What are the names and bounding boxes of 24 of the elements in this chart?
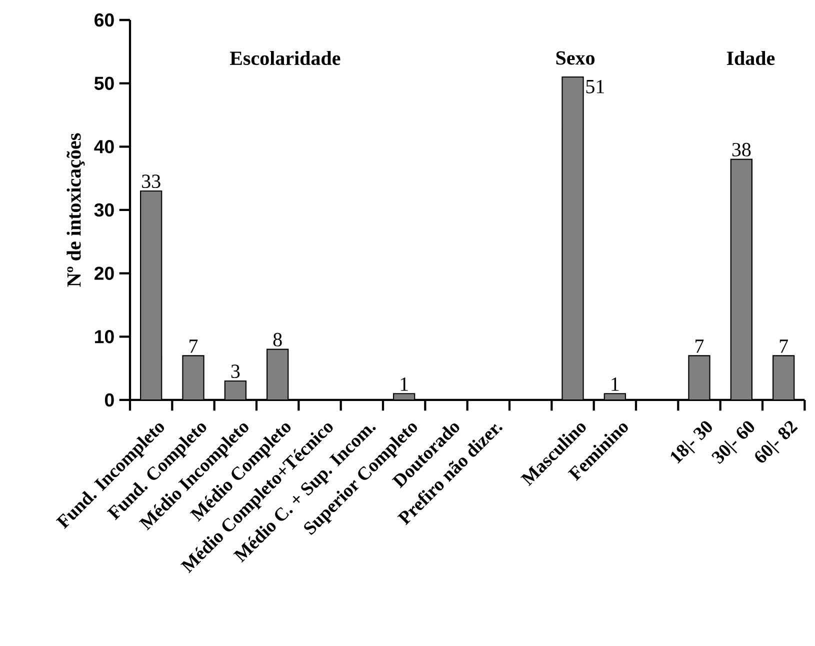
y-tick-label: 10 (95, 330, 114, 344)
data-label: 1 (612, 378, 619, 391)
y-tick-label: 30 (94, 203, 114, 217)
annotation: Sexo (556, 51, 595, 65)
data-label: 51 (586, 80, 604, 94)
data-label: 7 (780, 340, 788, 353)
data-label: 8 (273, 332, 282, 346)
y-tick-label: 20 (94, 266, 114, 280)
y-tick-label: 40 (94, 140, 114, 154)
data-label: 1 (400, 378, 408, 391)
data-label: 7 (190, 340, 198, 353)
x-tick-label: 30|- 60 (712, 421, 754, 464)
data-label: 3 (231, 364, 240, 378)
x-tick-label: 18|- 30 (670, 421, 712, 464)
data-label: 7 (696, 340, 704, 353)
y-tick-label: 50 (94, 76, 114, 90)
annotation: Idade (726, 50, 775, 66)
x-tick-label: 60|- 82 (755, 421, 798, 463)
data-label: 38 (732, 142, 751, 156)
data-label: 33 (142, 174, 160, 188)
y-tick-label: 0 (104, 393, 114, 407)
y-axis-title: Nº de intoxicações (66, 133, 85, 287)
annotation: Escolaridade (230, 50, 340, 66)
y-tick-label: 60 (94, 13, 114, 27)
